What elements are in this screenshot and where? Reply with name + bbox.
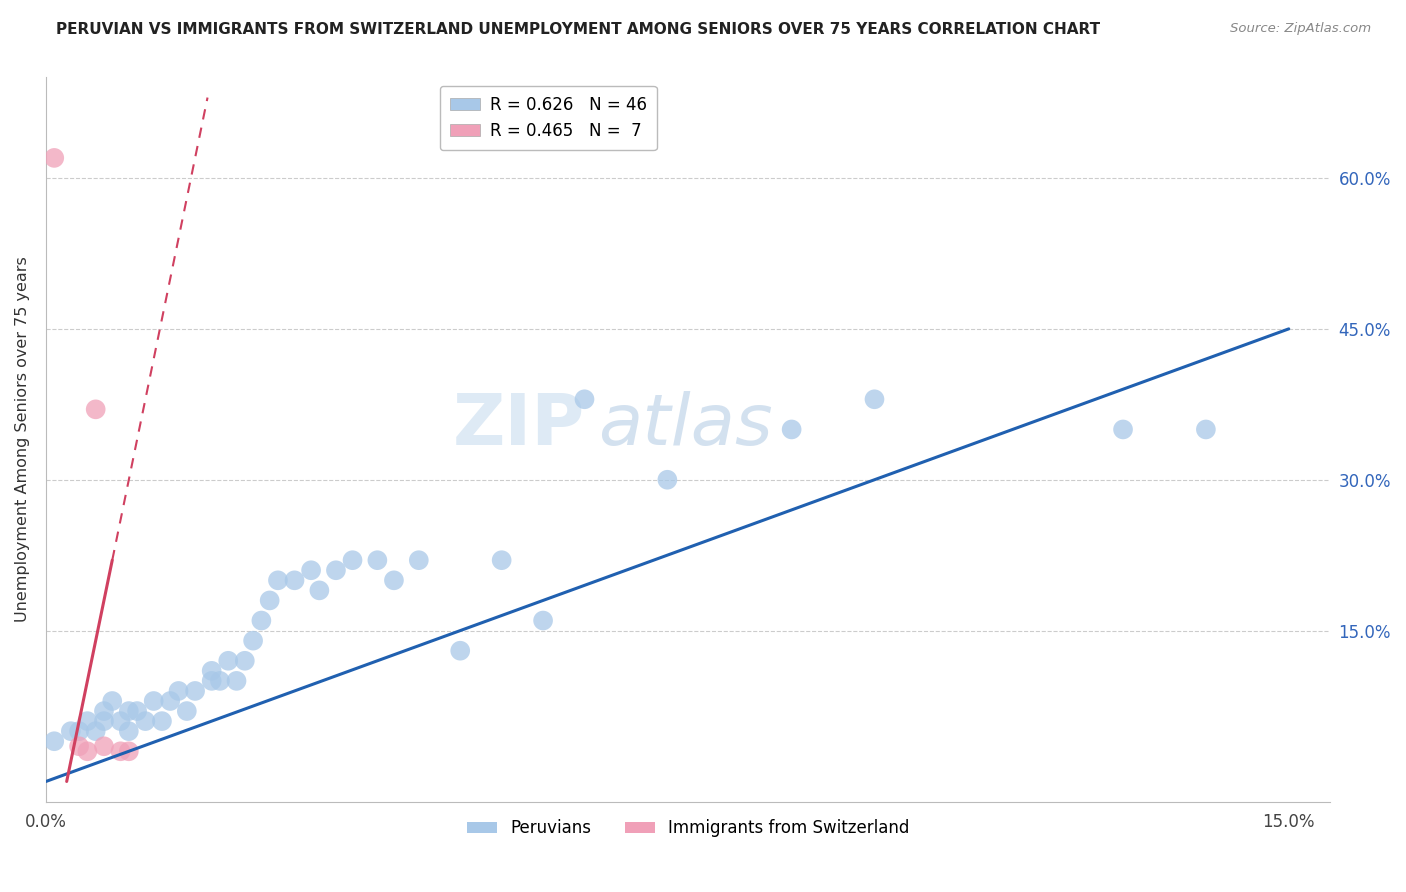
Point [167, 684, 190, 698]
Point [1195, 422, 1218, 436]
Point [201, 664, 224, 678]
Point [93, 704, 115, 718]
Point [67, 739, 90, 754]
Point [408, 553, 430, 567]
Point [233, 654, 256, 668]
Point [150, 714, 173, 728]
Point [67, 724, 90, 739]
Point [325, 563, 347, 577]
Point [242, 633, 264, 648]
Y-axis label: Unemployment Among Seniors over 75 years: Unemployment Among Seniors over 75 years [15, 257, 30, 623]
Point [84, 402, 107, 417]
Point [184, 684, 207, 698]
Point [308, 583, 330, 598]
Point [217, 654, 239, 668]
Point [59, 724, 82, 739]
Text: atlas: atlas [598, 391, 773, 459]
Text: ZIP: ZIP [453, 391, 585, 459]
Point [110, 714, 132, 728]
Point [176, 704, 198, 718]
Point [449, 643, 471, 657]
Point [84, 724, 107, 739]
Point [76, 714, 98, 728]
Point [118, 744, 141, 758]
Point [366, 553, 388, 567]
Point [283, 574, 305, 588]
Point [159, 694, 181, 708]
Point [250, 614, 273, 628]
Point [225, 673, 247, 688]
Point [780, 422, 803, 436]
Point [1112, 422, 1135, 436]
Point [142, 694, 165, 708]
Point [863, 392, 886, 407]
Point [93, 739, 115, 754]
Point [657, 473, 679, 487]
Point [44, 151, 66, 165]
Point [76, 744, 98, 758]
Point [44, 734, 66, 748]
Legend: Peruvians, Immigrants from Switzerland: Peruvians, Immigrants from Switzerland [460, 813, 915, 844]
Text: PERUVIAN VS IMMIGRANTS FROM SWITZERLAND UNEMPLOYMENT AMONG SENIORS OVER 75 YEARS: PERUVIAN VS IMMIGRANTS FROM SWITZERLAND … [56, 22, 1101, 37]
Point [118, 724, 141, 739]
Point [118, 704, 141, 718]
Point [259, 593, 281, 607]
Point [101, 694, 124, 708]
Point [382, 574, 405, 588]
Point [267, 574, 290, 588]
Point [201, 673, 224, 688]
Point [127, 704, 149, 718]
Point [134, 714, 156, 728]
Point [299, 563, 322, 577]
Point [531, 614, 554, 628]
Point [110, 744, 132, 758]
Text: Source: ZipAtlas.com: Source: ZipAtlas.com [1230, 22, 1371, 36]
Point [93, 714, 115, 728]
Point [342, 553, 364, 567]
Point [208, 673, 231, 688]
Point [491, 553, 513, 567]
Point [574, 392, 596, 407]
